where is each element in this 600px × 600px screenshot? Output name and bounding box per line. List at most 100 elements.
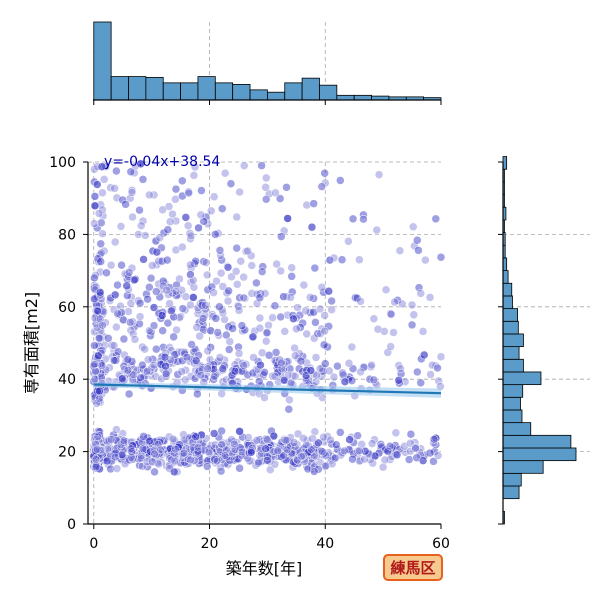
scatter-point bbox=[273, 446, 283, 456]
scatter-point bbox=[98, 229, 107, 238]
scatter-point bbox=[367, 360, 376, 370]
scatter-point bbox=[390, 297, 399, 307]
scatter-point bbox=[370, 435, 379, 444]
scatter-point bbox=[418, 456, 428, 465]
scatter-point bbox=[314, 438, 323, 448]
scatter-point bbox=[317, 182, 327, 191]
scatter-point bbox=[345, 435, 354, 444]
scatter-point bbox=[95, 267, 105, 277]
scatter-point bbox=[234, 366, 243, 376]
scatter-point bbox=[369, 314, 379, 323]
scatter-point bbox=[386, 342, 395, 351]
scatter-point bbox=[90, 341, 99, 350]
scatter-point bbox=[130, 335, 140, 344]
scatter-point bbox=[205, 449, 214, 458]
scatter-point bbox=[179, 448, 189, 458]
scatter-point bbox=[232, 243, 241, 253]
scatter-point bbox=[192, 323, 202, 332]
scatter-point bbox=[152, 247, 162, 257]
scatter-point bbox=[178, 191, 187, 201]
scatter-point bbox=[243, 246, 252, 256]
scatter-point bbox=[94, 334, 104, 343]
scatter-point bbox=[106, 260, 116, 270]
scatter-point bbox=[158, 326, 167, 335]
scatter-point bbox=[157, 311, 167, 320]
scatter-point bbox=[267, 426, 276, 436]
scatter-point bbox=[235, 464, 244, 473]
scatter-point bbox=[429, 457, 438, 466]
scatter-point bbox=[227, 272, 236, 282]
scatter-point bbox=[288, 311, 298, 320]
scatter-point bbox=[117, 450, 127, 460]
scatter-point bbox=[309, 294, 318, 303]
scatter-point bbox=[91, 455, 101, 464]
ward-name-badge: 練馬区 bbox=[383, 554, 443, 581]
scatter-point bbox=[288, 287, 297, 297]
scatter-point bbox=[194, 223, 203, 233]
scatter-point bbox=[150, 449, 159, 459]
scatter-point bbox=[352, 293, 362, 303]
scatter-point bbox=[230, 366, 240, 376]
marginal-x-bar bbox=[197, 76, 216, 101]
scatter-point bbox=[154, 279, 163, 289]
scatter-point bbox=[93, 432, 103, 442]
scatter-point bbox=[202, 462, 212, 471]
scatter-point bbox=[299, 433, 308, 443]
scatter-point bbox=[314, 465, 323, 474]
scatter-point bbox=[138, 462, 147, 471]
scatter-point bbox=[333, 361, 342, 371]
scatter-point bbox=[276, 312, 285, 322]
scatter-point bbox=[340, 446, 349, 456]
scatter-point bbox=[277, 232, 286, 241]
scatter-point bbox=[113, 280, 122, 290]
scatter-point bbox=[223, 263, 233, 272]
scatter-point bbox=[201, 258, 211, 267]
scatter-point bbox=[309, 199, 318, 208]
scatter-point bbox=[186, 234, 195, 243]
scatter-point bbox=[325, 366, 334, 376]
scatter-point bbox=[92, 399, 101, 408]
scatter-point bbox=[223, 296, 233, 306]
scatter-point bbox=[261, 195, 271, 204]
scatter-point bbox=[147, 457, 157, 466]
scatter-point bbox=[270, 301, 280, 310]
scatter-point bbox=[246, 448, 256, 457]
scatter-point bbox=[156, 360, 166, 369]
scatter-point bbox=[117, 443, 126, 452]
scatter-point bbox=[193, 448, 203, 458]
scatter-point bbox=[255, 323, 265, 333]
scatter-point bbox=[205, 355, 215, 364]
scatter-point bbox=[156, 445, 165, 455]
scatter-point bbox=[429, 438, 438, 448]
regression-equation: y=-0.04x+38.54 bbox=[104, 154, 220, 170]
scatter-point bbox=[416, 450, 425, 460]
scatter-point bbox=[406, 429, 416, 439]
scatter-point bbox=[289, 314, 298, 323]
scatter-point bbox=[313, 329, 322, 338]
scatter-point bbox=[321, 461, 331, 470]
scatter-point bbox=[129, 370, 138, 380]
scatter-point bbox=[110, 184, 119, 193]
scatter-point bbox=[234, 306, 244, 315]
scatter-point bbox=[141, 231, 150, 240]
scatter-point bbox=[295, 310, 305, 320]
scatter-point bbox=[340, 377, 350, 386]
scatter-point bbox=[118, 373, 127, 383]
scatter-point bbox=[170, 456, 180, 466]
scatter-point bbox=[157, 256, 167, 266]
scatter-point bbox=[98, 321, 107, 330]
scatter-point bbox=[138, 360, 147, 370]
scatter-point bbox=[180, 375, 190, 385]
scatter-point bbox=[113, 347, 123, 356]
marginal-y-bar bbox=[502, 346, 520, 360]
scatter-point bbox=[98, 188, 107, 198]
scatter-point bbox=[308, 434, 317, 443]
scatter-point bbox=[325, 255, 335, 265]
scatter-point bbox=[178, 356, 187, 365]
marginal-y-bar bbox=[502, 460, 544, 474]
scatter-point bbox=[227, 375, 237, 385]
scatter-point bbox=[91, 462, 101, 472]
scatter-point bbox=[189, 171, 199, 180]
scatter-point bbox=[197, 186, 206, 195]
scatter-point bbox=[249, 353, 258, 362]
